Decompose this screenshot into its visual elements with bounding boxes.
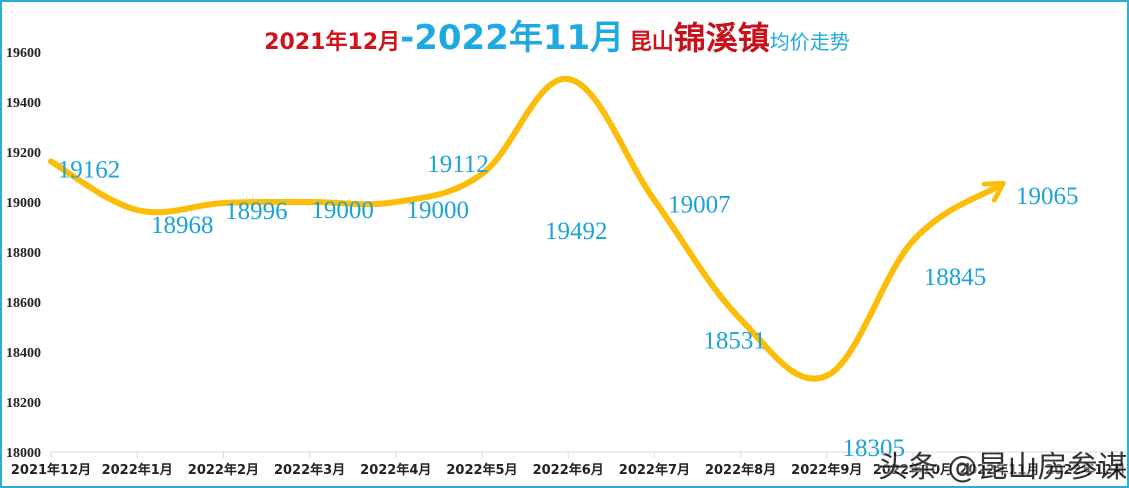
chart-title: 2021年12月-2022年11月 昆山锦溪镇均价走势 [2, 16, 1112, 66]
price-trend-line [48, 75, 1006, 382]
title-suffix: 均价走势 [769, 30, 850, 54]
x-tick-label: 2022年11月 [959, 462, 1039, 478]
y-tick-label: 18400 [6, 346, 41, 361]
data-label: 18968 [151, 212, 214, 239]
x-tick-label: 2021年12月 [11, 462, 91, 478]
data-label: 18845 [924, 264, 987, 291]
x-tick-label: 2022年3月 [274, 462, 345, 478]
x-tick-label: 2022年4月 [360, 462, 431, 478]
y-tick-label: 18000 [6, 446, 41, 461]
data-label: 18531 [703, 327, 766, 354]
x-tick-label: 2022年8月 [705, 462, 776, 478]
x-tick-label: 2022年9月 [791, 462, 862, 478]
x-tick-label: 2022年2月 [188, 462, 259, 478]
data-label: 19065 [1016, 183, 1079, 210]
title-town: 锦溪镇 [673, 19, 770, 57]
data-label: 18305 [843, 435, 906, 462]
x-tick-label: 2022年7月 [619, 462, 690, 478]
x-tick-label: 2022年12月 [1045, 462, 1125, 478]
data-label: 19112 [427, 151, 489, 178]
y-tick-label: 18200 [6, 396, 41, 411]
watermark: 头条 @昆山房参谋 [878, 450, 1128, 485]
y-tick-label: 18800 [6, 246, 41, 261]
x-tick-label: 2022年6月 [533, 462, 604, 478]
data-label: 18996 [225, 198, 288, 225]
data-label: 19000 [311, 197, 374, 224]
y-tick-label: 19000 [6, 196, 41, 211]
x-tick-label: 2022年1月 [102, 462, 173, 478]
y-tick-label: 19600 [6, 46, 41, 61]
x-tick-label: 2022年5月 [446, 462, 517, 478]
data-label: 19007 [668, 191, 731, 218]
y-tick-label: 19400 [6, 96, 41, 111]
title-start-date: 2021年12月 [264, 30, 401, 55]
title-end-date: 2022年11月 [414, 18, 625, 58]
data-label: 19000 [407, 197, 470, 224]
data-label: 19162 [58, 157, 121, 184]
y-tick-label: 18600 [6, 296, 41, 311]
x-tick-label: 2022年10月 [873, 462, 953, 478]
y-tick-label: 19200 [6, 146, 41, 161]
title-dash: - [400, 18, 415, 58]
data-label: 19492 [545, 218, 608, 245]
title-city: 昆山 [629, 30, 674, 55]
